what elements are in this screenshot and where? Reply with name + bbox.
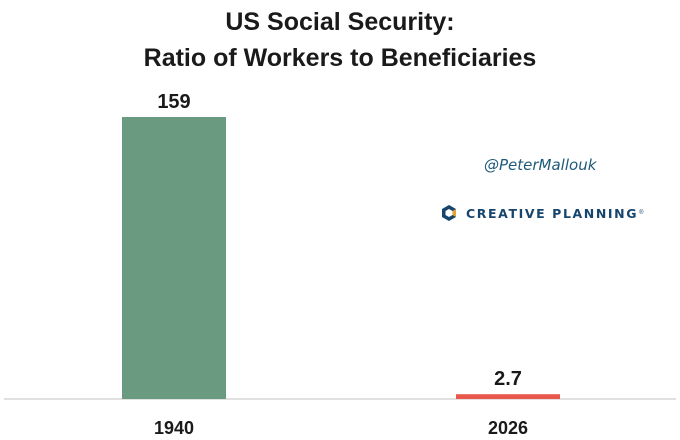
- creative-planning-logo-icon: [442, 205, 456, 221]
- data-label-1940: 159: [157, 91, 190, 113]
- brand-logo: CREATIVE PLANNING ®: [440, 204, 644, 222]
- chart-title: US Social Security: Ratio of Workers to …: [0, 4, 680, 76]
- x-tick-label-1940: 1940: [154, 418, 194, 438]
- social-handle: @PeterMallouk: [484, 156, 597, 174]
- chart-title-line-2: Ratio of Workers to Beneficiaries: [143, 44, 537, 72]
- x-tick-label-2026: 2026: [488, 418, 528, 438]
- chart-title-line-1: US Social Security:: [225, 8, 455, 36]
- bar-2026: [456, 394, 560, 399]
- brand-name: CREATIVE PLANNING: [466, 205, 639, 221]
- data-label-2026: 2.7: [494, 368, 522, 390]
- bar-1940: [122, 117, 226, 399]
- brand-trademark: ®: [639, 210, 644, 216]
